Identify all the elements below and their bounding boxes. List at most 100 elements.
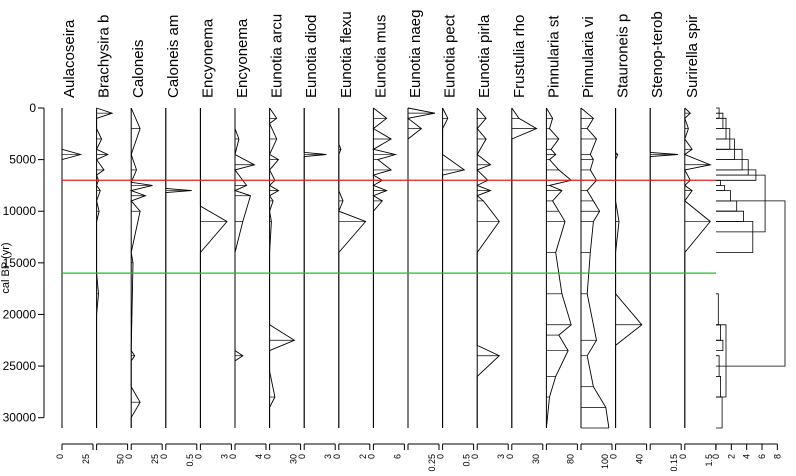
panel-x-tick-label: 25 (150, 454, 160, 464)
taxon-panel: Eunotia naeg 0.25 (406, 10, 440, 472)
dendrogram-branch (716, 293, 719, 326)
y-axis-title: cal BP (yr) (0, 242, 12, 293)
taxon-name: Stauroneis p (615, 14, 632, 98)
y-axis: 0 5000 10000 15000 20000 25000 30000 (3, 101, 45, 425)
taxon-panel: Eunotia mus 0 6 (366, 15, 405, 459)
dendrogram-branch (716, 210, 744, 222)
panel-x-tick-label: 3 (219, 454, 229, 459)
y-tick-label: 20000 (3, 307, 37, 321)
taxon-panel: Encyonema 0 4 (228, 18, 267, 459)
taxon-panel: Eunotia diod 0 3 (297, 15, 336, 459)
y-tick-label: 5000 (9, 153, 36, 167)
taxon-name: Surirella spir (684, 15, 701, 98)
dendrogram-branch (716, 159, 749, 176)
taxon-profile (61, 108, 83, 428)
taxon-name: Eunotia naeg (407, 10, 424, 98)
taxon-name: Eunotia pect (442, 14, 459, 98)
panel-x-tick-label: 0 (436, 454, 446, 459)
taxon-name: Eunotia arcu (269, 14, 286, 98)
panel-x-tick-label: 100 (600, 454, 610, 469)
taxon-panel: Brachysira b 50 (95, 15, 129, 464)
taxon-panel: Eunotia pect 0 0.5 (436, 14, 475, 467)
taxon-panel: Eunotia flexu 0 2 (332, 11, 371, 459)
zone-lines (62, 179, 716, 274)
taxon-panel: Encyonema 0 3 (193, 18, 232, 459)
dendrogram-branch (716, 185, 725, 191)
taxon-profile (476, 107, 501, 428)
panel-x-tick-label: 0 (505, 454, 515, 459)
panel-x-tick-label: 0 (159, 454, 169, 459)
taxon-profile (406, 107, 435, 428)
taxon-panel: Aulacoseira 0 25 (55, 19, 94, 464)
taxon-panel: Eunotia arcu 0 30 (263, 14, 302, 464)
panel-x-tick-label: 50 (116, 454, 126, 464)
taxon-profile (95, 107, 114, 428)
dendrogram-x-tick-label: 6 (757, 454, 767, 459)
panel-x-tick-label: 0.5 (185, 454, 195, 467)
panel-x-tick-label: 0 (124, 454, 134, 459)
y-tick-label: 10000 (3, 204, 37, 218)
taxon-name: Aulacoseira (61, 19, 78, 98)
panel-x-tick-label: 0.15 (669, 454, 679, 472)
panel-x-tick-label: 0 (609, 454, 619, 459)
panel-x-tick-label: 0 (193, 454, 203, 459)
taxon-profile (580, 107, 610, 429)
panel-x-tick-label: 0 (55, 454, 65, 459)
panel-x-tick-label: 1.5 (704, 454, 714, 467)
taxon-name: Caloneis (130, 40, 147, 98)
dendrogram-branch (716, 200, 786, 367)
dendrogram-branch (716, 324, 727, 398)
y-tick-label: 30000 (3, 411, 37, 425)
taxon-profile (129, 107, 153, 428)
taxon-name: Eunotia diod (303, 15, 320, 98)
panel-x-tick-label: 40 (635, 454, 645, 464)
panel-x-tick-label: 0 (297, 454, 307, 459)
taxon-name: Pinnularia st (545, 15, 562, 98)
panel-x-tick-label: 0 (470, 454, 480, 459)
dendrogram-x-tick-label: 2 (726, 454, 736, 459)
panel-x-tick-label: 0 (678, 454, 688, 459)
taxon-profile (233, 108, 256, 428)
taxon-panel: Frustulia rho 0 30 (505, 15, 544, 464)
taxon-name: Stenop-terob (649, 11, 666, 98)
taxon-name: Eunotia pirla (476, 14, 493, 98)
dendrogram-branch (716, 324, 721, 341)
taxon-name: Encyonema (199, 18, 216, 98)
dendrogram-x-tick-label: 0 (711, 454, 721, 459)
panel-x-tick-label: 3 (496, 454, 506, 459)
panel-x-tick-label: 25 (81, 454, 91, 464)
taxon-name: Caloneis am (165, 15, 182, 98)
panel-x-tick-label: 0.5 (462, 454, 472, 467)
taxon-panel: Caloneis 0 25 (124, 40, 163, 464)
y-tick-label: 25000 (3, 359, 37, 373)
taxon-panel: Surirella spir 0 1.5 (678, 15, 717, 467)
taxon-name: Eunotia mus (372, 15, 389, 98)
taxon-panel: Pinnularia vi 100 (580, 16, 613, 469)
taxon-profile (511, 107, 538, 428)
panel-x-tick-label: 0 (332, 454, 342, 459)
panel-x-tick-label: 30 (531, 454, 541, 464)
dendrogram-branch (716, 200, 738, 212)
taxon-name: Encyonema (234, 18, 251, 98)
taxon-profile (615, 108, 643, 428)
taxon-profile (303, 108, 327, 428)
panel-x-tick-label: 0 (228, 454, 238, 459)
taxon-panel: Pinnularia st 80 (545, 15, 578, 464)
y-tick-label: 15000 (3, 256, 37, 270)
panel-x-tick-label: 0 (366, 454, 376, 459)
dendrogram-branch (716, 221, 754, 253)
dendrogram-x-tick-label: 4 (742, 454, 752, 459)
panel-x-tick-label: 4 (254, 454, 264, 459)
taxon-profile (683, 107, 712, 428)
panel-x-tick-label: 0.25 (427, 454, 437, 472)
taxon-profile (165, 108, 192, 428)
taxon-profile (649, 108, 678, 428)
taxon-profile (372, 107, 398, 428)
taxon-panel: Stauroneis p 0 40 (609, 14, 648, 464)
taxon-name: Pinnularia vi (580, 16, 597, 98)
taxon-profile (199, 108, 228, 428)
taxon-name: Frustulia rho (511, 15, 528, 98)
dendrogram-branch (716, 396, 723, 429)
panel-x-tick-label: 80 (565, 454, 575, 464)
